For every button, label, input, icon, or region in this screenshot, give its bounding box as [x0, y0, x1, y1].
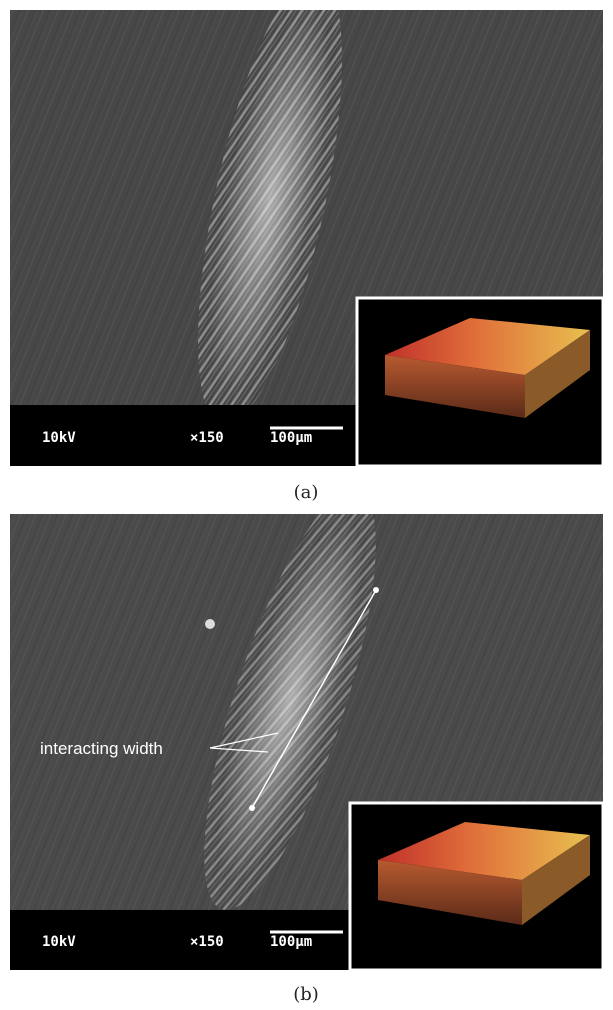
- panel-b: interacting width 10kV ×150 100μm: [10, 474, 603, 970]
- voltage: 10kV: [42, 934, 76, 950]
- magnification: ×150: [190, 934, 224, 950]
- measure-end: [373, 587, 379, 593]
- magnification: ×150: [190, 430, 224, 446]
- caption: (a): [294, 482, 319, 503]
- particle: [205, 619, 215, 629]
- panel-a: 10kV ×150 100μm: [10, 0, 603, 466]
- scale-length: 100μm: [270, 934, 312, 950]
- voltage: 10kV: [42, 430, 76, 446]
- measure-end: [249, 805, 255, 811]
- scale-length: 100μm: [270, 430, 312, 446]
- annotation: interacting width: [40, 739, 163, 758]
- caption: (b): [293, 984, 319, 1005]
- figure: 10kV ×150 100μm (a) interacting width 10…: [0, 0, 613, 1010]
